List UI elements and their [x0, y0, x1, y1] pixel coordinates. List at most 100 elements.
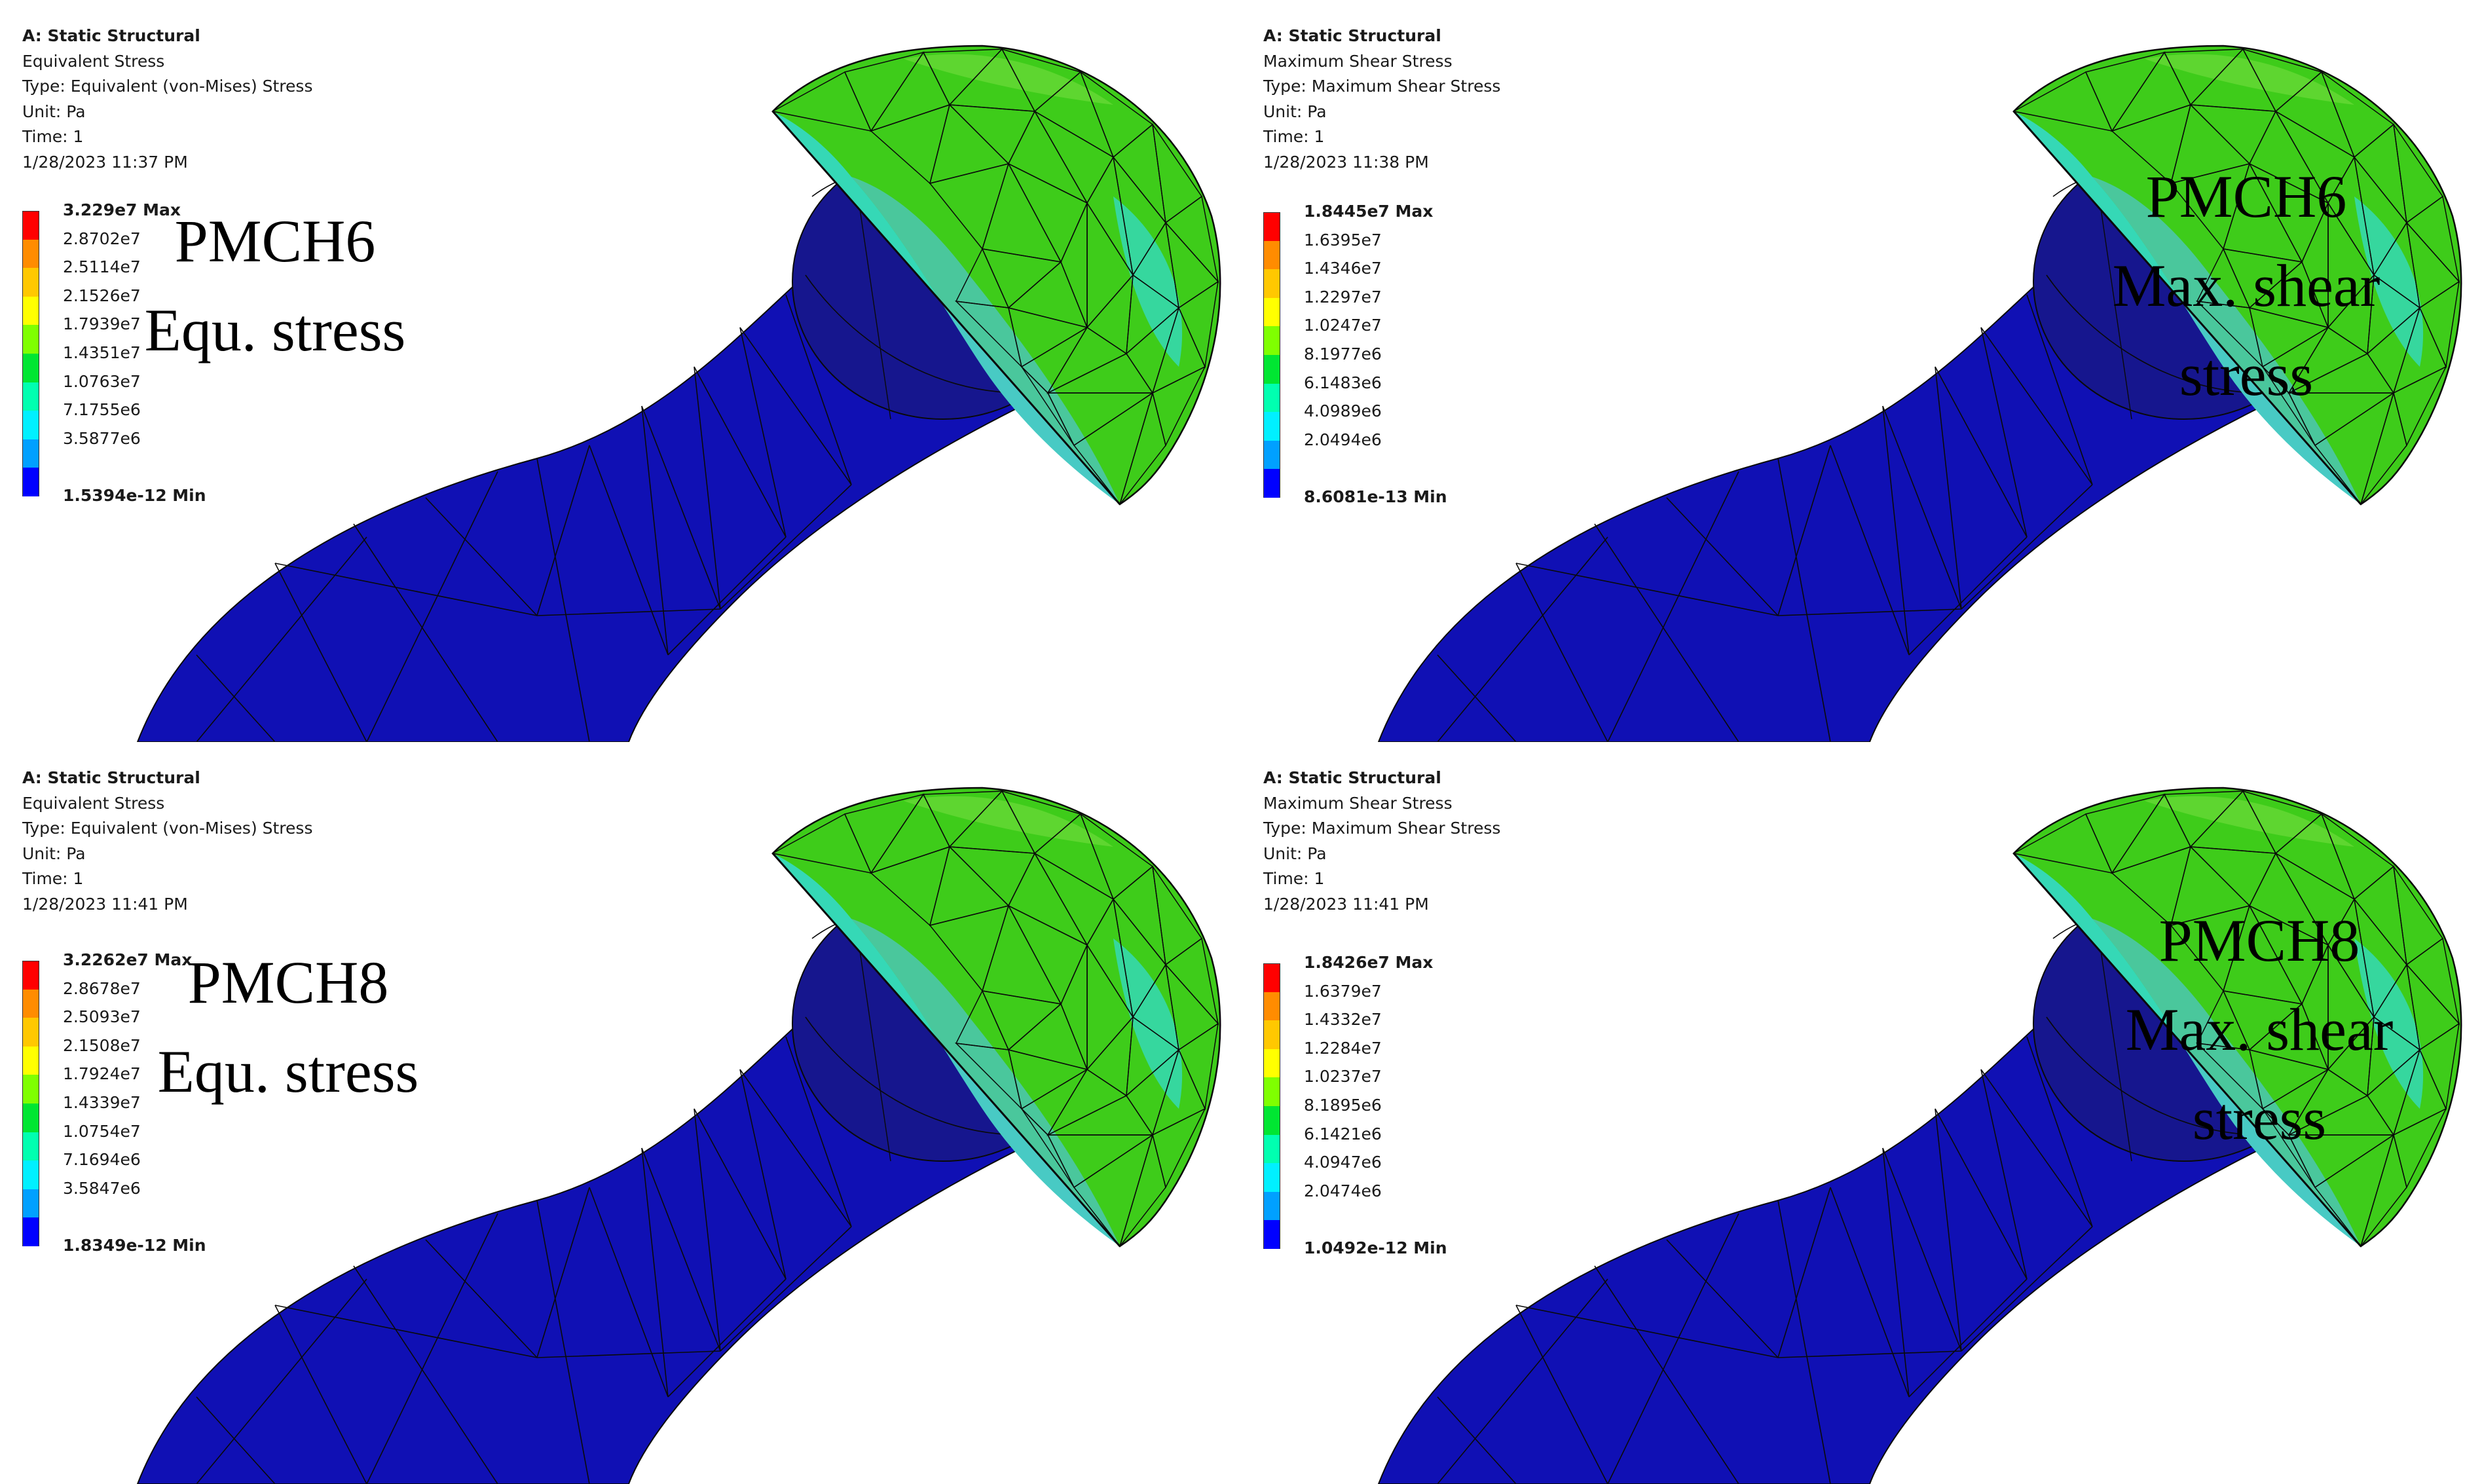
- legend-swatch: [1263, 440, 1280, 470]
- analysis-title: A: Static Structural: [1263, 26, 1441, 45]
- analysis-title: A: Static Structural: [22, 768, 200, 787]
- legend-level-label: 2.5114e7: [63, 257, 141, 277]
- legend-swatch: [22, 296, 39, 325]
- result-unit: Unit: Pa: [1263, 844, 1327, 863]
- legend-level-label: 1.2297e7: [1304, 287, 1382, 306]
- analysis-title: A: Static Structural: [1263, 768, 1441, 787]
- legend-swatch: [22, 1103, 39, 1132]
- legend-swatch: [1263, 240, 1280, 270]
- result-time: Time: 1: [1263, 127, 1325, 146]
- legend-swatch: [1263, 1163, 1280, 1192]
- legend-level-label: 7.1694e6: [63, 1150, 141, 1170]
- legend-level-label: 2.1508e7: [63, 1035, 141, 1055]
- legend-level-label: 1.7939e7: [63, 314, 141, 334]
- legend-max-label: 1.8426e7 Max: [1304, 953, 1434, 972]
- result-unit: Unit: Pa: [22, 844, 86, 863]
- caption-model: PMCH8: [187, 949, 389, 1016]
- legend-level-label: 8.1895e6: [1304, 1095, 1382, 1115]
- legend-min-label: 1.0492e-12 Min: [1304, 1238, 1447, 1257]
- legend-level-label: 4.0947e6: [1304, 1153, 1382, 1172]
- acetabular-cup: [771, 45, 1221, 506]
- legend-max-label: 1.8445e7 Max: [1304, 202, 1434, 221]
- acetabular-cup: [2012, 787, 2462, 1248]
- stem-body: [136, 195, 1023, 742]
- legend-swatch: [1263, 1105, 1280, 1135]
- result-name: Maximum Shear Stress: [1263, 51, 1453, 71]
- legend-min-label: 1.8349e-12 Min: [63, 1236, 206, 1255]
- model-render: [1377, 787, 2462, 1484]
- result-time: Time: 1: [22, 869, 84, 888]
- panel-caption: PMCH6 Max. shear stress: [2063, 152, 2430, 419]
- acetabular-cup: [2012, 45, 2462, 506]
- result-panel-pmch8-max-shear: A: Static Structural Maximum Shear Stress…: [1241, 742, 2482, 1484]
- legend-swatch: [1263, 1048, 1280, 1078]
- panel-caption: PMCH8 Max. shear stress: [2076, 896, 2443, 1163]
- legend-level-label: 1.4332e7: [1304, 1010, 1382, 1030]
- caption-stress-type-cont: stress: [2179, 341, 2314, 408]
- legend-level-label: 1.4351e7: [63, 343, 141, 362]
- legend-level-label: 2.0474e6: [1304, 1181, 1382, 1200]
- legend-level-label: 1.4346e7: [1304, 259, 1382, 278]
- legend-swatch: [22, 1075, 39, 1104]
- legend-level-label: 1.0237e7: [1304, 1067, 1382, 1086]
- caption-stress-type: Equ. stress: [157, 1038, 419, 1105]
- stem-body: [136, 937, 1023, 1484]
- legend-level-label: 1.2284e7: [1304, 1038, 1382, 1058]
- legend-min-label: 8.6081e-13 Min: [1304, 487, 1447, 506]
- legend-swatch: [22, 989, 39, 1018]
- legend-swatch: [1263, 1191, 1280, 1221]
- acetabular-cup: [771, 787, 1221, 1248]
- legend-level-label: 7.1755e6: [63, 400, 141, 420]
- result-name: Maximum Shear Stress: [1263, 793, 1453, 813]
- legend-swatch: [1263, 412, 1280, 441]
- legend-swatch: [22, 382, 39, 411]
- legend-swatch: [22, 1189, 39, 1218]
- legend-max-label: 3.229e7 Max: [63, 200, 181, 219]
- legend-swatch: [22, 961, 39, 990]
- legend-swatch: [22, 411, 39, 439]
- caption-model: PMCH8: [2158, 907, 2360, 974]
- legend-level-label: 1.4339e7: [63, 1092, 141, 1112]
- result-timestamp: 1/28/2023 11:37 PM: [22, 152, 188, 172]
- legend-swatch: [1263, 269, 1280, 298]
- legend-level-label: 3.5847e6: [63, 1178, 141, 1198]
- legend-swatch: [1263, 992, 1280, 1021]
- legend-max-label: 3.2262e7 Max: [63, 950, 193, 969]
- result-timestamp: 1/28/2023 11:41 PM: [22, 894, 188, 914]
- legend-swatch: [1263, 963, 1280, 992]
- legend-swatch: [22, 468, 39, 496]
- legend-level-label: 1.7924e7: [63, 1064, 141, 1084]
- legend-swatch: [1263, 1220, 1280, 1249]
- result-info: A: Static Structural Maximum Shear Stress…: [1263, 24, 1500, 175]
- legend-swatch: [1263, 1020, 1280, 1049]
- result-type: Type: Equivalent (von-Mises) Stress: [22, 77, 313, 96]
- legend-swatch: [22, 353, 39, 382]
- result-panel-pmch6-equivalent: A: Static Structural Equivalent Stress Typ…: [0, 0, 1241, 742]
- legend-level-label: 2.0494e6: [1304, 430, 1382, 449]
- caption-model: PMCH6: [2145, 163, 2347, 230]
- legend-level-label: 2.5093e7: [63, 1007, 141, 1027]
- model-render: [136, 45, 1221, 742]
- caption-model: PMCH6: [174, 208, 376, 274]
- legend-level-label: 2.8702e7: [63, 229, 141, 248]
- result-type: Type: Maximum Shear Stress: [1263, 77, 1501, 96]
- result-unit: Unit: Pa: [1263, 102, 1327, 121]
- legend-swatch: [1263, 212, 1280, 241]
- caption-stress-type-cont: stress: [2192, 1085, 2327, 1152]
- legend-swatch: [22, 239, 39, 269]
- result-timestamp: 1/28/2023 11:38 PM: [1263, 152, 1429, 172]
- legend-swatch: [22, 1217, 39, 1246]
- result-info: A: Static Structural Maximum Shear Stress…: [1263, 766, 1500, 917]
- legend-level-label: 4.0989e6: [1304, 401, 1382, 421]
- legend-swatch: [22, 1160, 39, 1189]
- legend-level-label: 1.0247e7: [1304, 316, 1382, 335]
- caption-stress-type: Max. shear: [2112, 252, 2380, 319]
- analysis-title: A: Static Structural: [22, 26, 200, 45]
- legend-level-label: 1.6379e7: [1304, 981, 1382, 1001]
- legend-level-label: 2.8678e7: [63, 978, 141, 998]
- legend-level-label: 8.1977e6: [1304, 344, 1382, 363]
- result-name: Equivalent Stress: [22, 51, 165, 71]
- legend-swatch: [22, 325, 39, 354]
- legend-swatch: [1263, 326, 1280, 355]
- legend-level-label: 1.0763e7: [63, 371, 141, 391]
